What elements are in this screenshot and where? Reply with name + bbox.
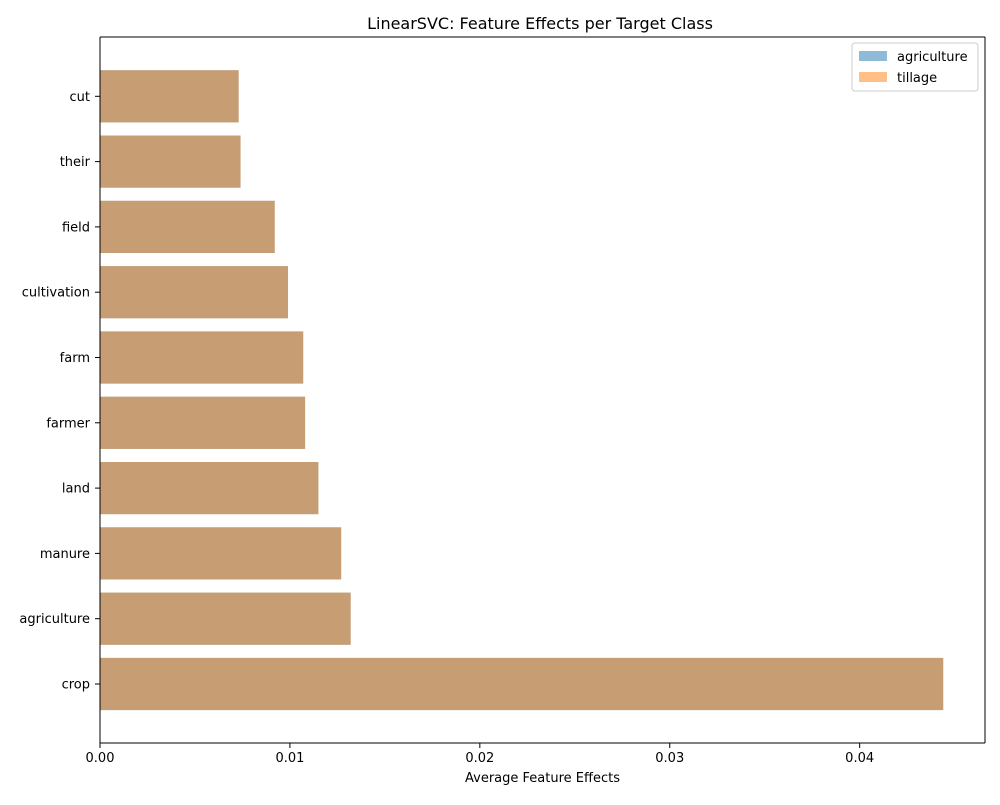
y-tick-label: their bbox=[60, 155, 91, 170]
legend-swatch-agriculture bbox=[859, 51, 887, 61]
x-tick-label: 0.00 bbox=[86, 751, 115, 766]
bar-tillage-manure bbox=[100, 527, 342, 580]
y-tick-label: cultivation bbox=[22, 286, 90, 301]
bar-tillage-their bbox=[100, 135, 241, 188]
legend-label-agriculture: agriculture bbox=[897, 50, 968, 65]
x-tick-label: 0.01 bbox=[275, 751, 304, 766]
bar-tillage-agriculture bbox=[100, 592, 351, 645]
bar-tillage-field bbox=[100, 200, 275, 253]
bar-tillage-farmer bbox=[100, 396, 306, 449]
bar-tillage-cut bbox=[100, 70, 239, 123]
bar-tillage-cultivation bbox=[100, 266, 289, 319]
legend: agriculture tillage bbox=[851, 42, 979, 92]
y-tick-label: farm bbox=[60, 351, 90, 366]
bar-tillage-land bbox=[100, 462, 319, 515]
bar-tillage-crop bbox=[100, 657, 944, 711]
bar-tillage-farm bbox=[100, 331, 304, 384]
y-tick-label: cut bbox=[70, 90, 90, 105]
x-tick-label: 0.03 bbox=[655, 751, 684, 766]
y-tick-label: field bbox=[62, 220, 90, 235]
y-tick-label: agriculture bbox=[19, 612, 90, 627]
legend-label-tillage: tillage bbox=[897, 71, 937, 86]
axes-layer: 0.00 0.01 0.02 0.03 0.04 crop agriculture manur… bbox=[19, 36, 986, 766]
x-tick-label: 0.04 bbox=[845, 751, 874, 766]
y-tick-label: land bbox=[62, 482, 90, 497]
y-tick-label: manure bbox=[40, 547, 90, 562]
y-tick-label: farmer bbox=[46, 416, 90, 431]
y-tick-label: crop bbox=[62, 678, 90, 693]
x-axis-label: Average Feature Effects bbox=[465, 771, 620, 786]
chart-title: LinearSVC: Feature Effects per Target Cl… bbox=[367, 14, 713, 33]
bars-layer bbox=[100, 70, 944, 711]
legend-swatch-tillage bbox=[859, 72, 887, 82]
x-tick-label: 0.02 bbox=[465, 751, 494, 766]
